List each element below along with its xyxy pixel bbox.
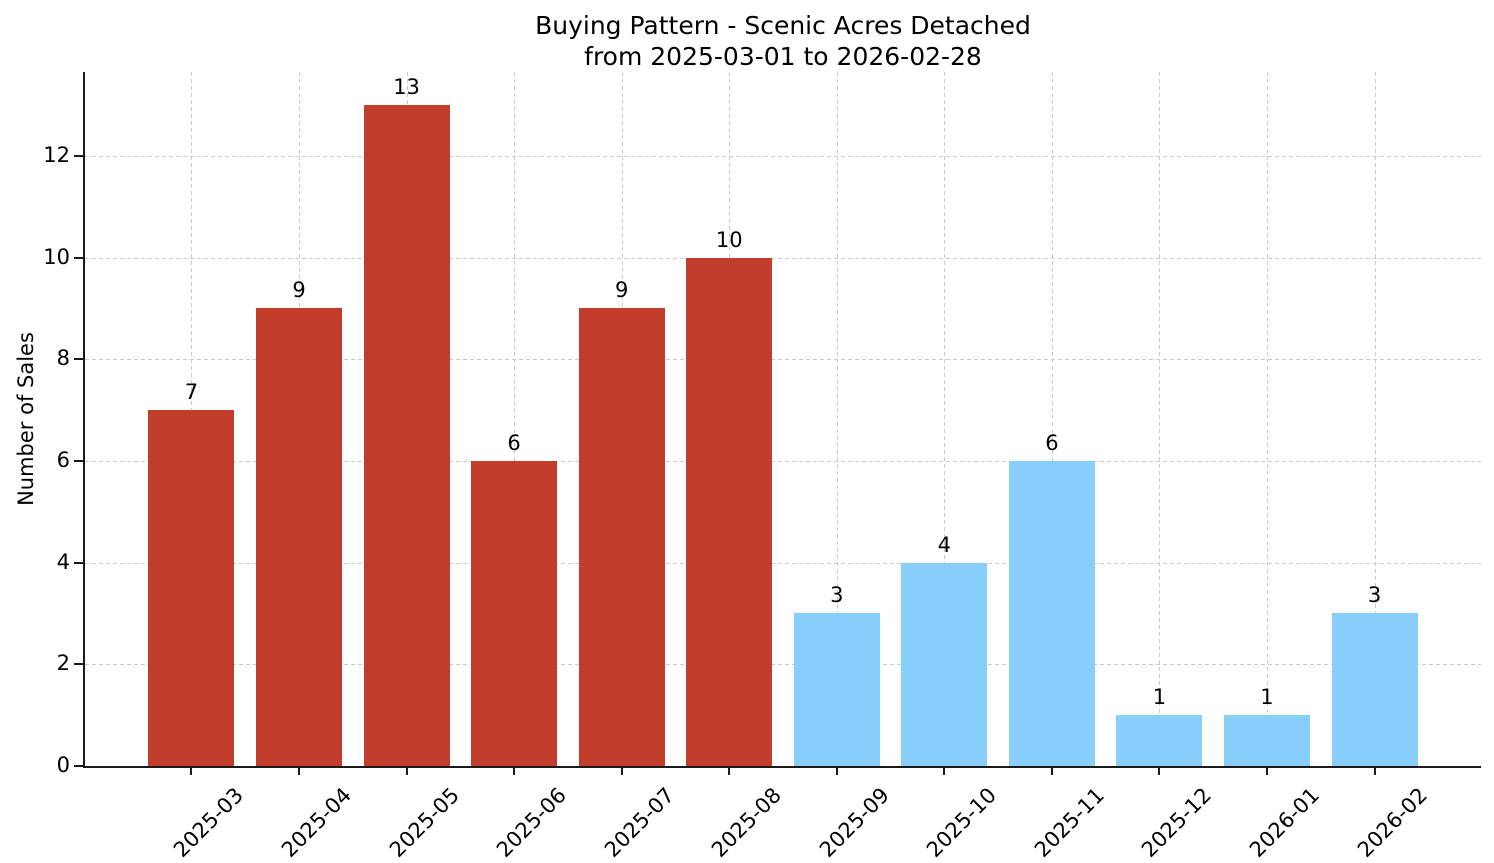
value-label-2026-02: 3 xyxy=(1367,583,1382,608)
value-label-2025-03: 7 xyxy=(184,380,199,405)
chart-subtitle: from 2025-03-01 to 2026-02-28 xyxy=(584,42,982,71)
h-gridline-6 xyxy=(85,460,1481,462)
bar-2026-01 xyxy=(1223,715,1310,766)
x-tick-label-2025-09: 2025-09 xyxy=(814,783,894,863)
value-label-2025-10: 4 xyxy=(937,532,951,557)
y-tick-8 xyxy=(74,358,83,361)
y-tick-12 xyxy=(74,154,83,157)
x-tick-label-2025-12: 2025-12 xyxy=(1137,783,1217,863)
value-label-2025-08: 10 xyxy=(715,227,743,252)
v-gridline-2025-12 xyxy=(1159,72,1161,766)
x-axis-spine xyxy=(83,766,1481,768)
value-label-2026-01: 1 xyxy=(1260,685,1274,710)
y-tick-label-12: 12 xyxy=(43,142,70,167)
y-tick-4 xyxy=(74,561,83,564)
h-gridline-12 xyxy=(85,155,1481,157)
x-tick-2026-02 xyxy=(1373,766,1376,775)
y-tick-label-6: 6 xyxy=(56,447,70,472)
y-tick-label-2: 2 xyxy=(56,651,70,676)
y-tick-label-0: 0 xyxy=(56,753,70,777)
x-tick-label-2025-11: 2025-11 xyxy=(1029,783,1109,863)
x-tick-2025-06 xyxy=(513,766,516,775)
bar-2025-12 xyxy=(1116,715,1203,766)
bar-2025-07 xyxy=(578,308,665,766)
x-tick-2025-12 xyxy=(1158,766,1161,775)
value-label-2025-05: 13 xyxy=(393,75,420,100)
x-tick-2025-09 xyxy=(835,766,838,775)
v-gridline-2025-09 xyxy=(836,72,838,766)
plot-area: 7 9 13 6 9 10 3 4 6 1 1 3 xyxy=(74,72,1481,775)
y-tick-6 xyxy=(74,459,83,462)
bar-2025-06 xyxy=(471,460,558,766)
bar-2026-02 xyxy=(1331,613,1418,766)
bar-2025-10 xyxy=(901,562,988,766)
x-tick-label-2026-01: 2026-01 xyxy=(1244,783,1324,863)
x-tick-label-2025-04: 2025-04 xyxy=(276,783,356,863)
h-gridline-8 xyxy=(85,359,1481,361)
y-tick-label-4: 4 xyxy=(56,549,70,574)
y-axis-spine xyxy=(83,72,85,768)
x-tick-2025-07 xyxy=(620,766,623,775)
value-label-2025-07: 9 xyxy=(614,278,629,303)
v-gridline-2025-11 xyxy=(1051,72,1053,766)
x-tick-2025-04 xyxy=(298,766,301,775)
h-gridline-4 xyxy=(85,562,1481,564)
value-label-2025-06: 6 xyxy=(507,430,521,455)
y-tick-label-8: 8 xyxy=(56,346,70,371)
x-tick-label-2025-06: 2025-06 xyxy=(492,783,572,863)
x-tick-2025-05 xyxy=(405,766,408,775)
y-tick-10 xyxy=(74,256,83,259)
y-tick-2 xyxy=(74,663,83,666)
bar-2025-09 xyxy=(793,613,880,766)
chart-title: Buying Pattern - Scenic Acres Detached xyxy=(535,11,1031,40)
value-label-2025-12: 1 xyxy=(1152,685,1167,710)
v-gridline-2026-01 xyxy=(1266,72,1268,766)
x-tick-label-2025-03: 2025-03 xyxy=(169,783,249,863)
chart-title-block: Buying Pattern - Scenic Acres Detached f… xyxy=(85,10,1481,72)
x-tick-label-2026-02: 2026-02 xyxy=(1352,783,1432,863)
bar-2025-11 xyxy=(1008,460,1095,766)
x-tick-2025-10 xyxy=(943,766,946,775)
bar-2025-03 xyxy=(148,410,235,766)
x-tick-label-2025-08: 2025-08 xyxy=(707,783,787,863)
x-tick-label-2025-10: 2025-10 xyxy=(922,783,1002,863)
bar-2025-08 xyxy=(686,257,773,766)
h-gridline-2 xyxy=(85,664,1481,666)
x-tick-2025-03 xyxy=(190,766,193,775)
x-tick-label-2025-07: 2025-07 xyxy=(599,783,679,863)
value-label-2025-11: 6 xyxy=(1045,430,1059,455)
value-label-2025-09: 3 xyxy=(830,583,844,608)
bar-2025-04 xyxy=(256,308,343,766)
v-gridline-2026-02 xyxy=(1374,72,1376,766)
y-tick-0 xyxy=(74,765,83,767)
v-gridline-2025-06 xyxy=(514,72,516,766)
x-tick-2025-08 xyxy=(728,766,731,775)
value-label-2025-04: 9 xyxy=(292,278,306,303)
x-tick-2025-11 xyxy=(1050,766,1053,775)
v-gridline-2025-10 xyxy=(944,72,946,766)
h-gridline-10 xyxy=(85,257,1481,259)
y-tick-label-10: 10 xyxy=(43,244,70,269)
x-tick-2026-01 xyxy=(1265,766,1268,775)
bar-2025-05 xyxy=(363,105,450,766)
x-tick-label-2025-05: 2025-05 xyxy=(384,783,464,863)
